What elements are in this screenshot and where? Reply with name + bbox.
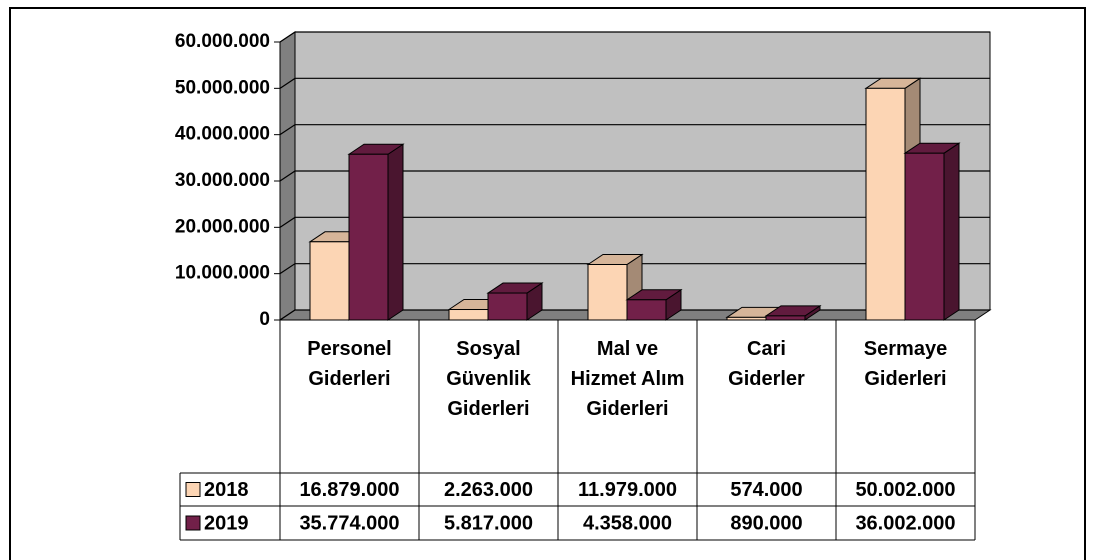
- value-label: 11.979.000: [578, 479, 677, 501]
- bar: [625, 288, 683, 321]
- bar: [486, 282, 544, 321]
- value-label: 574.000: [730, 479, 802, 501]
- legend-label: 2018: [204, 479, 249, 501]
- bar-front: [865, 87, 906, 321]
- legend-label: 2019: [204, 512, 249, 534]
- y-tick-label: 40.000.000: [175, 124, 270, 145]
- category-label: Mal ve Hizmet Alım Giderleri: [570, 338, 685, 420]
- bar: [903, 142, 961, 321]
- bar-front: [626, 299, 667, 321]
- bar-front: [904, 152, 945, 321]
- grid-line: [279, 216, 990, 228]
- value-label: 35.774.000: [299, 512, 399, 534]
- category-label: Personel Giderleri: [307, 338, 392, 390]
- bar: [764, 304, 822, 321]
- bar-front: [309, 241, 350, 321]
- value-label: 890.000: [730, 512, 802, 534]
- frame: [9, 7, 1086, 560]
- y-tick-label: 0: [259, 309, 270, 330]
- value-label: 36.002.000: [855, 512, 955, 534]
- grid-line: [279, 77, 990, 89]
- legend-swatch: [185, 482, 201, 497]
- bar-front: [765, 315, 806, 321]
- value-label: 4.358.000: [583, 512, 672, 534]
- legend-swatch: [185, 515, 201, 531]
- grid-line: [279, 124, 990, 136]
- grid-line: [279, 31, 990, 43]
- y-tick-label: 60.000.000: [175, 31, 270, 52]
- value-label: 50.002.000: [855, 479, 955, 501]
- value-label: 16.879.000: [299, 479, 399, 501]
- category-label: Cari Giderler: [728, 338, 805, 390]
- bar-front: [587, 263, 628, 321]
- category-label: Sosyal Güvenlik Giderleri: [446, 338, 531, 420]
- grid-line: [279, 263, 990, 275]
- bar: [347, 143, 405, 321]
- y-tick-label: 20.000.000: [175, 216, 270, 237]
- value-label: 2.263.000: [444, 479, 533, 501]
- y-tick-label: 10.000.000: [175, 263, 270, 284]
- value-label: 5.817.000: [444, 512, 533, 534]
- y-tick-label: 50.000.000: [175, 77, 270, 98]
- y-tick-label: 30.000.000: [175, 170, 270, 191]
- bar-side: [387, 143, 404, 321]
- grid-line: [279, 170, 990, 182]
- bar-front: [448, 309, 489, 321]
- bar-front: [348, 153, 389, 321]
- bar-front: [487, 292, 528, 321]
- bar-side: [943, 142, 960, 321]
- category-label: Sermaye Giderleri: [863, 338, 948, 390]
